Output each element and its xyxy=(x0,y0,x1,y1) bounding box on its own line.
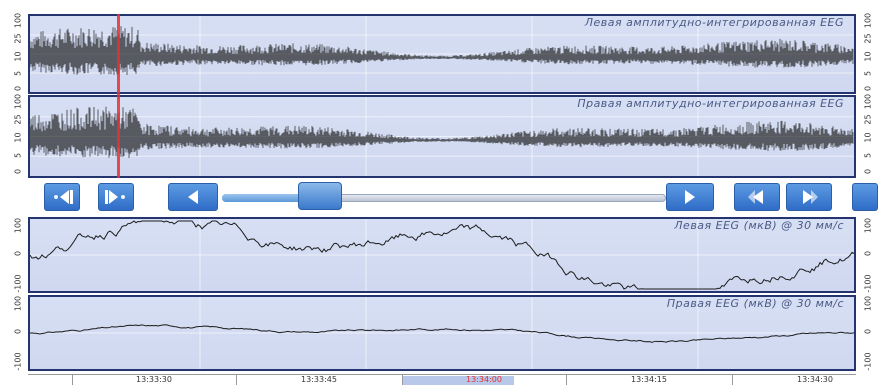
left-eeg-left-axis: 100 0 -100 xyxy=(6,217,28,293)
right-aeeg-right-axis: 100 25 10 5 0 xyxy=(856,94,878,178)
scroll-right-icon xyxy=(685,190,695,204)
axis-tick: 0 xyxy=(13,168,23,175)
left-aeeg-right-axis: 100 25 10 5 0 xyxy=(856,13,878,94)
axis-tick: 0 xyxy=(863,328,873,335)
scroll-thumb[interactable] xyxy=(298,182,342,210)
axis-tick: 100 xyxy=(13,217,23,234)
time-label: 13:34:15 xyxy=(631,375,667,384)
time-label-current: 13:34:00 xyxy=(466,375,502,384)
prev-marker-icon xyxy=(54,190,73,204)
left-aeeg-panel[interactable]: Левая амплитудно-интегрированная EEG xyxy=(28,14,856,94)
time-cursor[interactable] xyxy=(117,14,120,178)
axis-tick: -100 xyxy=(13,352,23,371)
timeline-separator xyxy=(566,375,567,385)
timeline-separator xyxy=(402,375,403,385)
scroll-right-button[interactable] xyxy=(666,183,714,211)
right-eeg-title: Правая EEG (мкВ) @ 30 мм/с xyxy=(666,297,844,310)
prev-marker-button[interactable] xyxy=(44,183,80,211)
left-aeeg-title: Левая амплитудно-интегрированная EEG xyxy=(584,16,844,29)
time-label: 13:34:30 xyxy=(797,375,833,384)
page-forward-button[interactable] xyxy=(786,183,832,211)
axis-tick: -100 xyxy=(863,352,873,371)
right-eeg-trace xyxy=(30,297,854,369)
axis-tick: 0 xyxy=(863,250,873,257)
time-label: 13:33:45 xyxy=(301,375,337,384)
scroll-track-fill xyxy=(222,194,302,202)
right-eeg-right-axis: 100 0 -100 xyxy=(856,295,878,371)
right-aeeg-title: Правая амплитудно-интегрированная EEG xyxy=(577,97,844,110)
right-eeg-panel[interactable]: Правая EEG (мкВ) @ 30 мм/с xyxy=(28,295,856,371)
scroll-left-icon xyxy=(188,190,198,204)
next-marker-icon xyxy=(105,190,125,204)
page-forward-icon xyxy=(803,190,818,204)
left-eeg-right-axis: 100 0 -100 xyxy=(856,217,878,293)
scroll-left-button[interactable] xyxy=(168,183,218,211)
right-eeg-left-axis: 100 0 -100 xyxy=(6,295,28,371)
timeline-separator xyxy=(236,375,237,385)
page-back-icon xyxy=(748,190,763,204)
left-eeg-trace xyxy=(30,219,854,291)
left-eeg-title: Левая EEG (мкВ) @ 30 мм/с xyxy=(674,219,844,232)
extra-button[interactable] xyxy=(852,183,878,211)
axis-tick: 100 xyxy=(13,295,23,312)
axis-tick: 0 xyxy=(863,168,873,175)
page-back-button[interactable] xyxy=(734,183,780,211)
left-eeg-panel[interactable]: Левая EEG (мкВ) @ 30 мм/с xyxy=(28,217,856,293)
left-aeeg-trace xyxy=(30,16,854,92)
timeline-separator xyxy=(72,375,73,385)
current-time-highlight xyxy=(402,376,514,385)
time-label: 13:33:30 xyxy=(136,375,172,384)
timeline-separator xyxy=(732,375,733,385)
right-aeeg-panel[interactable]: Правая амплитудно-интегрированная EEG xyxy=(28,95,856,178)
axis-tick: 100 xyxy=(863,217,873,234)
axis-tick: 100 xyxy=(863,295,873,312)
next-marker-button[interactable] xyxy=(98,183,134,211)
right-aeeg-left-axis: 100 25 10 5 0 xyxy=(6,94,28,178)
axis-tick: 0 xyxy=(13,250,23,257)
right-aeeg-trace xyxy=(30,97,854,176)
timeline[interactable]: 13:33:30 13:33:45 13:34:00 13:34:15 13:3… xyxy=(28,374,856,385)
left-aeeg-left-axis: 100 25 10 5 0 xyxy=(6,13,28,94)
axis-tick: 0 xyxy=(13,328,23,335)
